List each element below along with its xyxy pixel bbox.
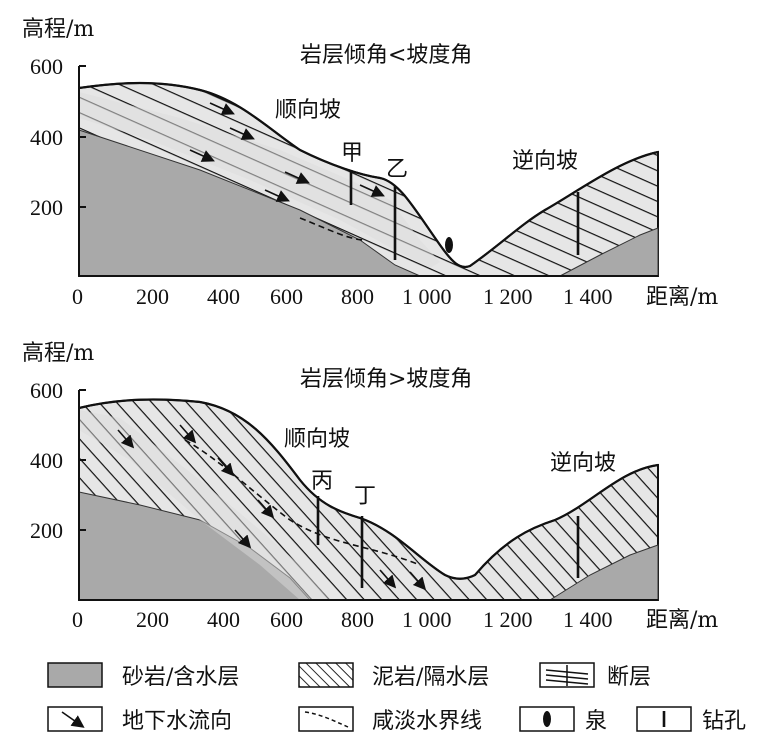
- top-panel: 高程/m 岩层倾角<坡度角 甲 乙 顺向坡 逆向坡: [22, 17, 718, 310]
- top-y-tick: 600: [30, 54, 63, 79]
- top-slope-right-label: 逆向坡: [512, 149, 578, 174]
- legend-saline-swatch: [298, 706, 354, 732]
- bottom-y-axis-label: 高程/m: [22, 341, 94, 366]
- bottom-x-tick: 600: [270, 607, 303, 632]
- legend-sandstone-label: 砂岩/含水层: [122, 665, 239, 690]
- legend-flow-label: 地下水流向: [122, 709, 232, 734]
- top-x-tick: 1 000: [402, 284, 452, 309]
- legend-mudstone-label: 泥岩/隔水层: [372, 665, 489, 690]
- top-x-tick: 200: [136, 284, 169, 309]
- top-x-tick: 400: [207, 284, 240, 309]
- bottom-panel: 高程/m 岩层倾角>坡度角 丙 丁 顺向坡 逆向坡: [22, 341, 718, 633]
- bottom-y-tick: 200: [30, 518, 63, 543]
- top-x-tick: 1 200: [483, 284, 533, 309]
- bottom-x-axis-label: 距离/m: [646, 608, 718, 633]
- bottom-x-tick: 400: [207, 607, 240, 632]
- bottom-x-tick: 1 200: [483, 607, 533, 632]
- top-y-axis-label: 高程/m: [22, 17, 94, 42]
- bottom-saline-boundary: [184, 439, 421, 566]
- legend-fault-swatch: [539, 662, 595, 688]
- top-x-axis-label: 距离/m: [646, 285, 718, 310]
- top-y-ticks: 600 400 200: [30, 54, 86, 220]
- bottom-ground-surface: [78, 398, 659, 580]
- bottom-y-ticks: 600 400 200: [30, 378, 86, 543]
- legend-borehole-swatch: [636, 706, 692, 732]
- top-title: 岩层倾角<坡度角: [300, 43, 472, 68]
- top-saline-boundary: [299, 217, 366, 241]
- bottom-y-tick: 600: [30, 378, 63, 403]
- legend-fault-label: 断层: [607, 665, 651, 690]
- top-borehole-a-label: 甲: [341, 141, 363, 166]
- top-x-ticks: 0 200 400 600 800 1 000 1 200 1 400 距离/m: [72, 284, 718, 310]
- bottom-title: 岩层倾角>坡度角: [300, 367, 472, 392]
- bottom-x-tick: 200: [136, 607, 169, 632]
- top-y-tick: 200: [30, 195, 63, 220]
- top-borehole-b-label: 乙: [386, 157, 408, 182]
- legend-borehole-label: 钻孔: [702, 709, 746, 734]
- top-x-tick: 600: [270, 284, 303, 309]
- bottom-x-tick: 1 400: [563, 607, 613, 632]
- top-sandstone-band: [79, 92, 440, 268]
- top-spring-icon: [445, 237, 453, 253]
- bottom-x-tick: 0: [72, 607, 83, 632]
- legend: 砂岩/含水层 泥岩/隔水层 断层 地下水流向 咸淡水界线 泉: [47, 662, 746, 734]
- legend-spring-label: 泉: [585, 709, 607, 734]
- bottom-x-tick: 1 000: [402, 607, 452, 632]
- bottom-slope-right-label: 逆向坡: [550, 451, 616, 476]
- top-ground-surface: [78, 81, 659, 269]
- bottom-x-ticks: 0 200 400 600 800 1 000 1 200 1 400 距离/m: [72, 607, 718, 633]
- top-x-tick: 1 400: [563, 284, 613, 309]
- bottom-borehole-a-label: 丙: [311, 469, 333, 494]
- top-x-tick: 0: [72, 284, 83, 309]
- top-y-tick: 400: [30, 125, 63, 150]
- top-slope-left-label: 顺向坡: [275, 98, 341, 123]
- bottom-slope-left-label: 顺向坡: [284, 427, 350, 452]
- legend-saline-label: 咸淡水界线: [372, 709, 482, 734]
- top-x-tick: 800: [341, 284, 374, 309]
- legend-spring-swatch: [519, 706, 575, 732]
- legend-sandstone-swatch: [47, 662, 103, 688]
- bottom-borehole-b-label: 丁: [354, 484, 376, 509]
- legend-mudstone-swatch: [298, 662, 354, 688]
- bottom-sandstone-band: [79, 410, 330, 600]
- legend-flow-swatch: [47, 706, 103, 732]
- spring-icon: [543, 711, 551, 727]
- bottom-y-tick: 400: [30, 448, 63, 473]
- bottom-x-tick: 800: [341, 607, 374, 632]
- top-flow-arrows: [189, 102, 385, 202]
